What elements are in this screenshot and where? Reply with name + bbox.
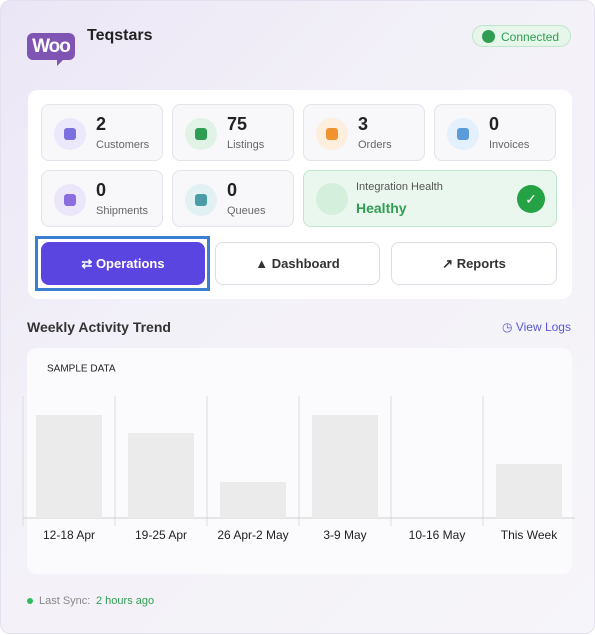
bar [496, 464, 562, 518]
stat-icon [185, 118, 217, 150]
chart-subtitle: SAMPLE DATA [47, 364, 116, 375]
icon-glyph [64, 194, 76, 206]
stat-value: 75 [227, 114, 248, 134]
stat-card: 0 Queues [172, 170, 294, 227]
button-label: Reports [456, 256, 506, 271]
health-icon [316, 183, 348, 215]
stat-card: 75 Listings [172, 104, 294, 161]
stat-label: Orders [358, 139, 392, 151]
brand-name: Teqstars [87, 27, 153, 44]
button-label: Operations [95, 256, 165, 271]
stat-card: 0 Invoices [434, 104, 556, 161]
reports-button[interactable]: ↗ Reports [391, 242, 557, 285]
stat-card: 0 Shipments [41, 170, 163, 227]
stat-value: 0 [96, 180, 107, 200]
icon-glyph [64, 128, 76, 140]
stat-icon [316, 118, 348, 150]
sync-dot [27, 598, 33, 604]
stat-card: 3 Orders [303, 104, 425, 161]
stat-icon [54, 184, 86, 216]
button-label: Dashboard [271, 256, 340, 271]
view-logs-link[interactable]: ◷ View Logs [502, 320, 571, 334]
bar [36, 415, 102, 518]
icon-glyph [195, 128, 207, 140]
stat-icon [185, 184, 217, 216]
x-tick-label: This Week [501, 528, 558, 542]
section-title: Weekly Activity Trend [27, 319, 171, 335]
bar [312, 415, 378, 518]
icon-glyph [195, 194, 207, 206]
icon-glyph [457, 128, 469, 140]
bar [220, 482, 286, 518]
health-card: Integration Health Healthy ✓ [303, 170, 557, 227]
bar [128, 433, 194, 518]
x-tick-label: 12-18 Apr [43, 528, 95, 542]
stat-label: Customers [96, 139, 150, 151]
stat-icon [447, 118, 479, 150]
operations-button[interactable]: ⇄ Operations [41, 242, 205, 285]
stat-icon [54, 118, 86, 150]
stat-label: Listings [227, 139, 265, 151]
stat-value: 0 [489, 114, 500, 134]
logo: Woo [27, 33, 75, 66]
stat-label: Shipments [96, 205, 148, 217]
stat-value: 3 [358, 114, 369, 134]
icon-glyph [326, 128, 338, 140]
check-icon: ✓ [517, 185, 545, 213]
dashboard-button[interactable]: ▲ Dashboard [215, 242, 380, 285]
x-tick-label: 10-16 May [409, 528, 466, 542]
x-tick-label: 19-25 Apr [135, 528, 187, 542]
stat-value: 2 [96, 114, 107, 134]
health-status: Healthy [356, 200, 407, 216]
stat-label: Queues [227, 205, 266, 217]
x-tick-label: 3-9 May [323, 528, 366, 542]
focus-ring [35, 236, 210, 291]
x-tick-label: 26 Apr-2 May [217, 528, 288, 542]
status-text: Connected [501, 30, 560, 44]
sync-time: 2 hours ago [96, 595, 155, 607]
health-label: Integration Health [356, 181, 443, 193]
stat-value: 0 [227, 180, 238, 200]
stat-label: Invoices [489, 139, 530, 151]
stat-card: 2 Customers [41, 104, 163, 161]
status-pill: Connected [472, 25, 571, 47]
sync-label: Last Sync: [39, 595, 91, 607]
link-text: View Logs [515, 320, 571, 334]
